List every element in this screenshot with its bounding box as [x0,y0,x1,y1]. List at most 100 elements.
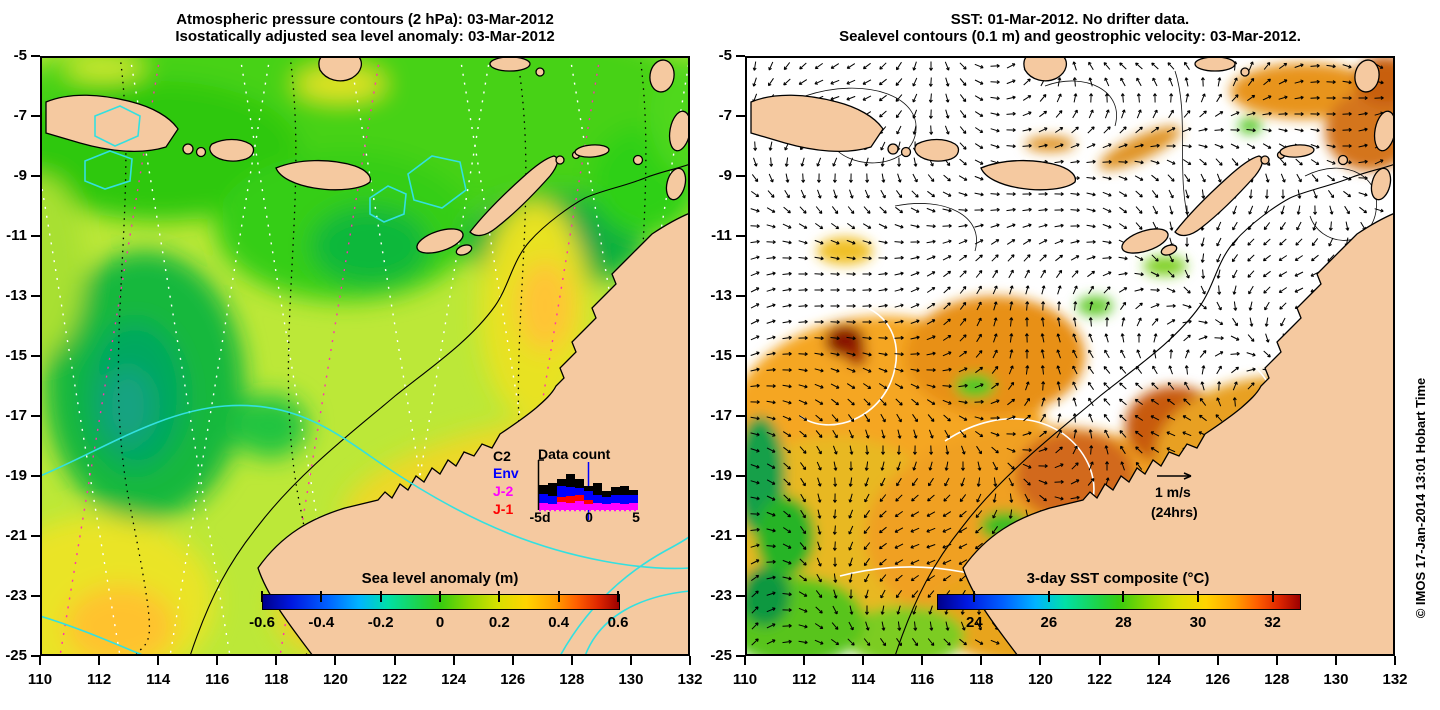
x-tick-label: 124 [441,671,467,688]
x-tick-label: 130 [1323,671,1349,688]
y-tick-label: -9 [13,167,27,184]
left-map-frame [40,56,690,656]
x-tick-label: 130 [618,671,644,688]
x-axis-tick [1394,656,1396,665]
y-axis-tick [31,475,40,477]
velocity-key-label: 1 m/s [1155,484,1191,500]
y-tick-label: -5 [13,47,27,64]
data-count-title: Data count [538,446,611,462]
x-axis-tick [452,656,455,665]
x-tick-label: 116 [205,671,230,688]
x-tick-label: 120 [322,671,348,688]
y-axis-tick [31,595,40,597]
y-axis-tick [31,655,40,657]
sst-colorbar [937,594,1301,610]
colorbar-tick [1122,591,1125,602]
x-axis-tick [157,656,160,665]
right-map-frame [745,56,1395,656]
histogram-x-label: -5d [529,509,551,525]
y-axis-tick [736,235,745,237]
y-axis-tick [31,235,40,237]
y-tick-label: -7 [718,107,732,124]
satellite-label-c2: C2 [493,448,511,464]
histogram-x-label: 5 [632,509,640,525]
x-tick-label: 132 [1382,671,1408,688]
colorbar-tick-label: 26 [1040,614,1058,631]
y-tick-label: -5 [718,47,732,64]
colorbar-tick [617,591,619,602]
cyan-contours [40,105,690,656]
y-tick-label: -19 [5,467,27,484]
sst-field [745,56,1395,656]
y-tick-label: -21 [710,527,732,544]
y-tick-label: -13 [5,287,27,304]
x-tick-label: 126 [500,671,526,688]
x-tick-label: 120 [1027,671,1053,688]
y-axis-tick [31,175,40,177]
colorbar-tick-label: 0.6 [607,614,629,631]
colorbar-tick [261,591,263,602]
y-tick-label: -23 [5,587,27,604]
colorbar-tick [1197,591,1199,602]
colorbar-tick-label: -0.2 [367,614,394,631]
x-axis-tick [216,656,219,665]
x-tick-label: 122 [382,671,408,688]
y-axis-tick [31,295,40,297]
left-map-sea-level-anomaly [40,56,690,656]
x-axis-tick [1157,656,1160,665]
colorbar-tick-label: 0 [435,614,445,631]
y-tick-label: -21 [5,527,27,544]
y-axis-tick [736,175,745,177]
y-tick-label: -9 [718,167,732,184]
imos-watermark: © IMOS 17-Jan-2014 13:01 Hobart Time [1413,377,1428,619]
left-panel-title-line1: Atmospheric pressure contours (2 hPa): 0… [176,11,554,28]
y-axis-tick [736,595,745,597]
colorbar-tick [1047,591,1050,602]
y-axis-tick [31,115,40,117]
sst-colorbar-title: 3-day SST composite (°C) [1026,570,1210,587]
velocity-key-arrow-icon [1157,472,1192,480]
colorbar-tick [1271,591,1274,602]
y-axis-tick [736,55,745,57]
y-tick-label: -23 [710,587,732,604]
x-axis-tick [334,656,337,665]
right-map-sst-velocity [745,56,1395,656]
x-axis-tick [275,656,278,665]
x-axis-tick [862,656,865,665]
y-axis-tick [736,115,745,117]
colorbar-tick-label: -0.6 [249,614,275,631]
y-axis-tick [736,415,745,417]
colorbar-tick-label: 24 [965,614,983,631]
x-tick-label: 114 [146,671,171,688]
colorbar-tick-label: 0.4 [548,614,570,631]
sla-colorbar-title: Sea level anomaly (m) [361,570,519,587]
y-axis-tick [736,655,745,657]
y-axis-tick [736,295,745,297]
x-axis-tick [1216,656,1219,665]
x-axis-tick [1334,656,1337,665]
x-axis-tick [393,656,396,665]
x-tick-label: 128 [559,671,585,688]
colorbar-tick [557,591,560,602]
sla-colorbar [262,594,620,610]
x-tick-label: 126 [1205,671,1231,688]
satellite-label-env: Env [493,465,519,481]
y-axis-tick [31,415,40,417]
sea-level-anomaly-field [40,56,690,656]
x-tick-label: 122 [1087,671,1113,688]
colorbar-tick-label: 28 [1115,614,1132,631]
x-tick-label: 110 [732,671,758,688]
left-panel-title-line2: Isostatically adjusted sea level anomaly… [175,28,555,45]
colorbar-tick-label: 32 [1264,614,1281,631]
y-tick-label: -11 [711,227,732,244]
y-axis-tick [736,475,745,477]
x-axis-tick [803,656,806,665]
y-axis-tick [31,355,40,357]
x-tick-label: 114 [851,671,876,688]
x-axis-tick [689,656,691,665]
x-tick-label: 132 [677,671,703,688]
x-axis-tick [98,656,101,665]
x-axis-tick [1039,656,1042,665]
satellite-label-j-2: J-2 [493,483,514,499]
